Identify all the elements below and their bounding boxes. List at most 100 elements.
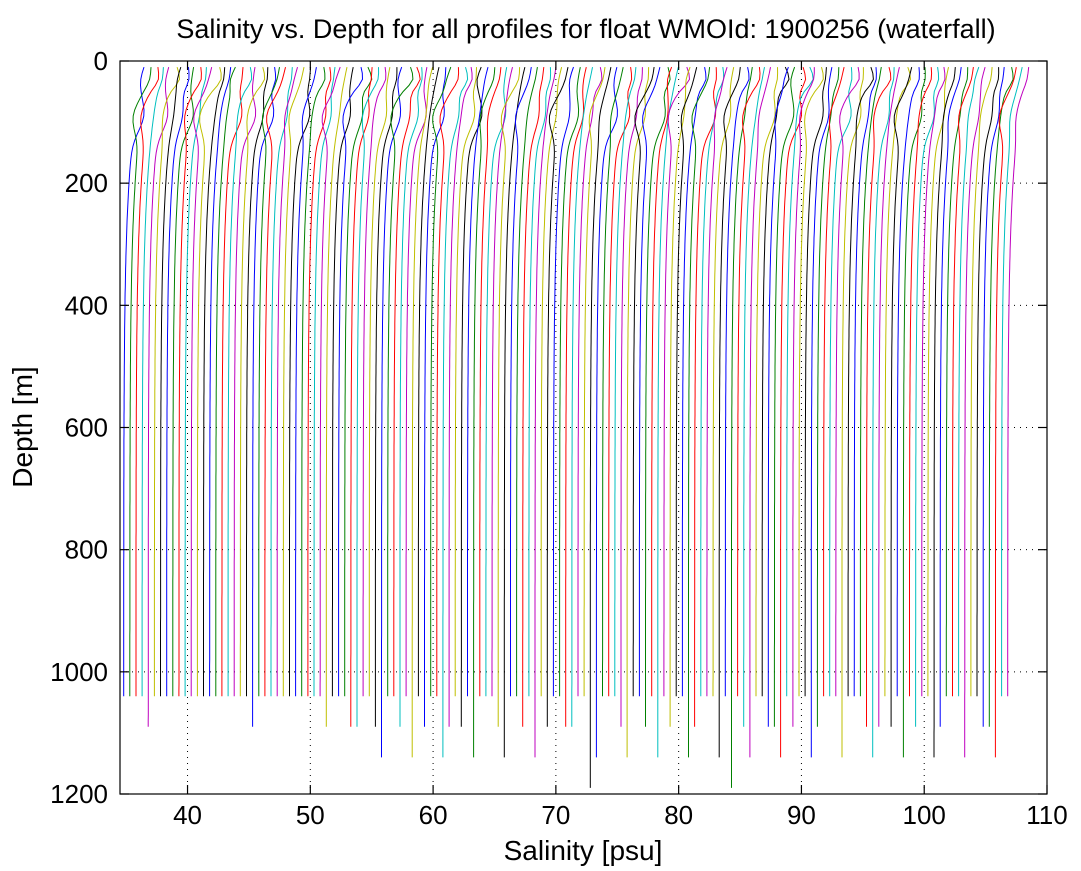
profile-line bbox=[405, 67, 428, 697]
profile-line bbox=[755, 67, 779, 697]
profile-line bbox=[510, 67, 532, 697]
profile-lines bbox=[123, 66, 1030, 788]
profile-line bbox=[227, 67, 253, 697]
profile-line bbox=[178, 67, 202, 697]
profile-line bbox=[663, 66, 691, 697]
profile-line bbox=[417, 66, 440, 697]
profile-line bbox=[688, 67, 711, 758]
profile-line bbox=[239, 66, 266, 697]
profile-line bbox=[436, 67, 460, 697]
profile-line bbox=[141, 67, 164, 697]
profile-line bbox=[307, 67, 332, 697]
profile-line bbox=[694, 67, 717, 727]
profile-line bbox=[203, 67, 226, 697]
profile-line bbox=[424, 67, 447, 727]
profile-line bbox=[608, 67, 633, 697]
profile-line bbox=[166, 67, 190, 697]
x-tick-label: 60 bbox=[419, 800, 448, 830]
profile-line bbox=[215, 66, 236, 697]
profile-line bbox=[927, 66, 949, 697]
profile-line bbox=[952, 67, 974, 697]
profile-line bbox=[712, 67, 735, 697]
profile-line bbox=[958, 66, 980, 697]
profile-line bbox=[970, 67, 993, 697]
profile-line bbox=[915, 67, 940, 727]
profile-line bbox=[123, 66, 145, 697]
profile-line bbox=[172, 67, 195, 697]
x-tick-label: 50 bbox=[296, 800, 325, 830]
profile-line bbox=[994, 67, 1017, 758]
profile-line bbox=[221, 67, 244, 697]
profile-line bbox=[835, 67, 860, 697]
profile-line bbox=[276, 66, 298, 697]
y-tick-label: 1000 bbox=[50, 657, 108, 687]
profile-line bbox=[749, 67, 771, 758]
profile-line bbox=[552, 66, 574, 697]
profile-line bbox=[209, 67, 232, 697]
y-axis-label: Depth [m] bbox=[7, 366, 38, 487]
profile-line bbox=[356, 67, 380, 727]
profile-line bbox=[473, 67, 496, 758]
profile-line bbox=[669, 66, 691, 727]
profile-line bbox=[331, 67, 354, 697]
profile-line bbox=[724, 67, 750, 697]
profile-line bbox=[522, 67, 545, 727]
profile-line bbox=[933, 67, 956, 758]
profile-line bbox=[381, 66, 403, 758]
profile-line bbox=[945, 67, 969, 697]
profile-line bbox=[792, 67, 815, 727]
profile-line bbox=[196, 66, 222, 697]
x-tick-label: 100 bbox=[903, 800, 946, 830]
profile-line bbox=[338, 66, 364, 697]
profile-line bbox=[270, 67, 293, 697]
profile-line bbox=[786, 66, 814, 697]
profile-line bbox=[798, 66, 824, 697]
x-tick-label: 70 bbox=[541, 800, 570, 830]
profile-line bbox=[1007, 67, 1030, 697]
profile-line bbox=[823, 66, 845, 697]
profile-line bbox=[675, 66, 698, 697]
x-axis-label: Salinity [psu] bbox=[504, 835, 663, 866]
profile-line bbox=[731, 67, 753, 788]
profile-line bbox=[393, 66, 421, 697]
profile-line bbox=[767, 66, 789, 727]
profile-line bbox=[700, 67, 725, 697]
profile-line bbox=[491, 66, 513, 697]
profile-line bbox=[246, 67, 269, 697]
profile-line bbox=[282, 66, 305, 697]
y-tick-label: 600 bbox=[65, 413, 108, 443]
profile-line bbox=[896, 67, 920, 697]
profile-line bbox=[921, 67, 946, 697]
profile-line bbox=[295, 67, 317, 697]
profile-line bbox=[233, 67, 257, 697]
profile-line bbox=[153, 66, 181, 697]
profile-line bbox=[632, 67, 655, 697]
profile-line bbox=[780, 66, 807, 758]
profile-line bbox=[866, 66, 892, 727]
profile-line bbox=[350, 67, 373, 727]
profile-line bbox=[706, 66, 728, 697]
profile-line bbox=[301, 67, 326, 697]
profile-line bbox=[1001, 66, 1023, 697]
profile-line bbox=[810, 67, 833, 758]
profile-line bbox=[909, 67, 933, 697]
profile-line bbox=[184, 67, 207, 697]
x-tick-label: 90 bbox=[787, 800, 816, 830]
y-tick-label: 0 bbox=[94, 46, 108, 76]
profile-line bbox=[319, 66, 341, 697]
axis-tick-labels: 40 50 60 70 80 90 100 110 0 200 400 600 800 1000 1200 bbox=[50, 46, 1068, 830]
profile-line bbox=[804, 67, 827, 697]
profile-line bbox=[479, 67, 502, 697]
y-tick-label: 1200 bbox=[50, 779, 108, 809]
profile-line bbox=[503, 66, 526, 758]
profile-line bbox=[147, 66, 170, 727]
profile-line bbox=[681, 67, 707, 697]
profile-line bbox=[902, 67, 926, 758]
profile-line bbox=[976, 67, 1000, 697]
profile-line bbox=[344, 66, 373, 697]
profile-line bbox=[516, 67, 538, 697]
profile-line bbox=[878, 66, 900, 727]
profile-line bbox=[964, 66, 986, 758]
